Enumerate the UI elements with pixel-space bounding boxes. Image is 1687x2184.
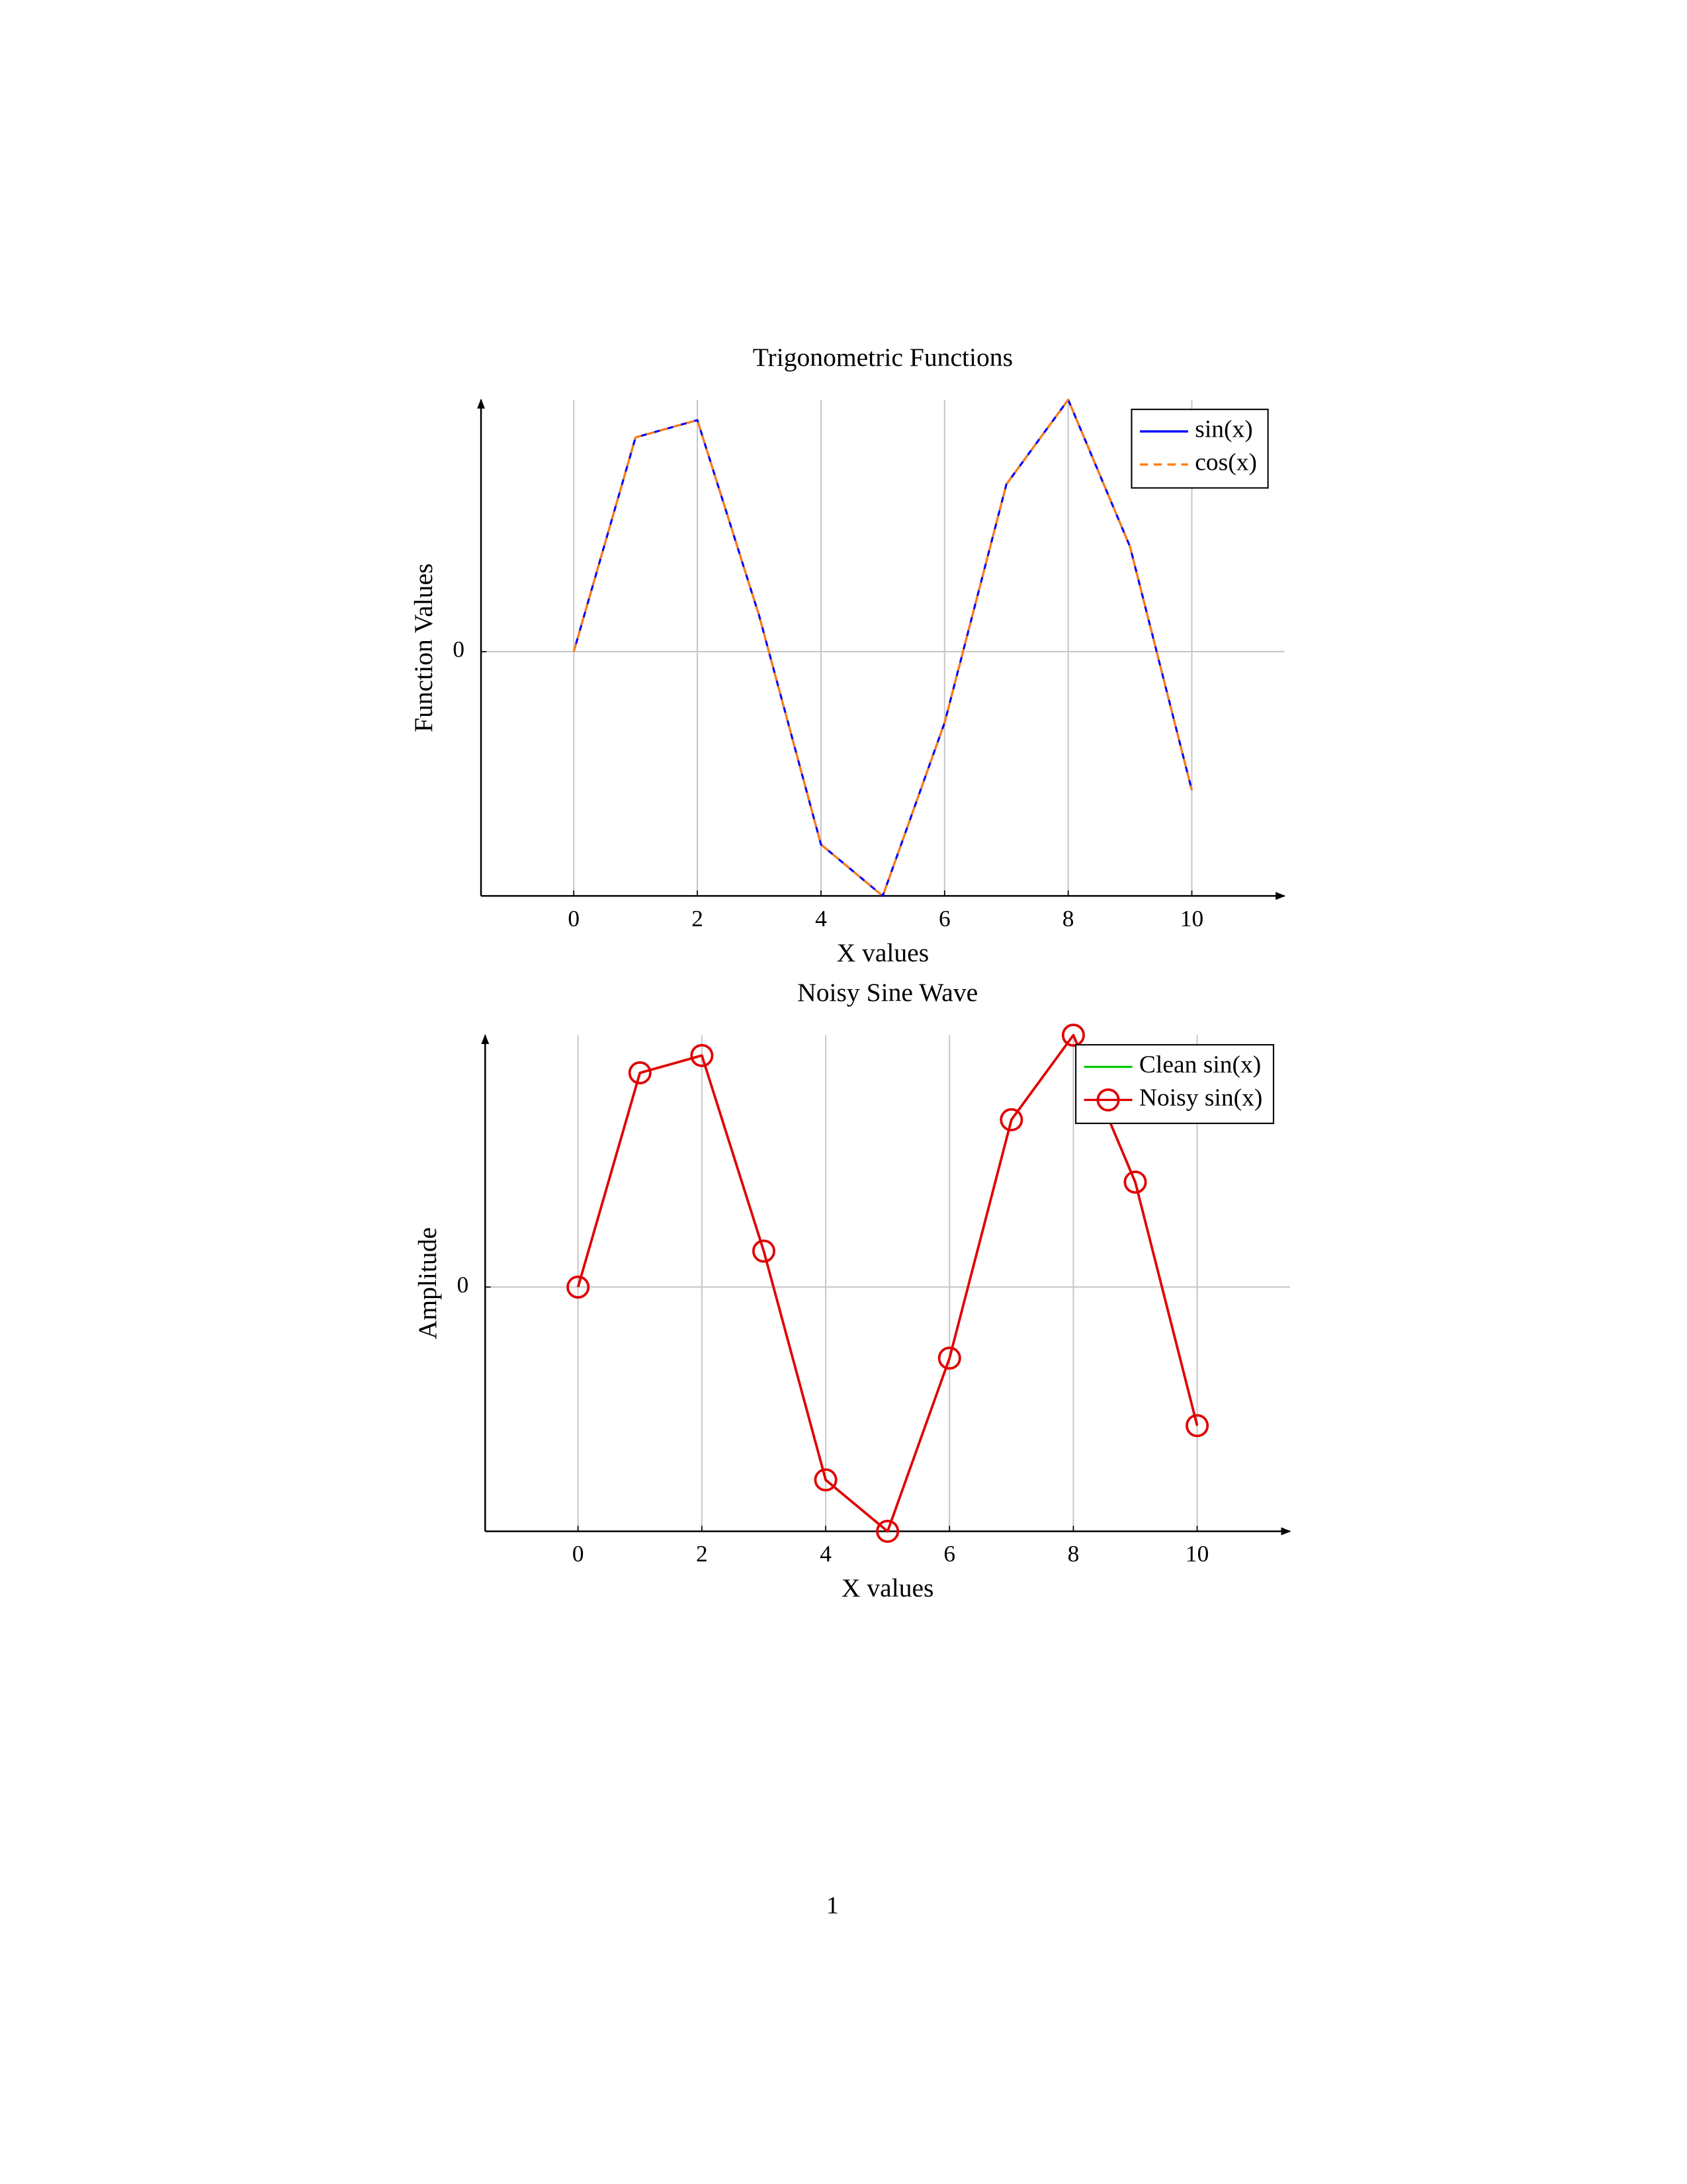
legend-label: Noisy sin(x) bbox=[1139, 1084, 1262, 1112]
point-marker bbox=[690, 1043, 714, 1067]
x-tick-label: 2 bbox=[696, 1540, 708, 1567]
chart-title: Trigonometric Functions bbox=[753, 343, 1013, 372]
legend-label: sin(x) bbox=[1195, 416, 1252, 443]
y-axis-label: Function Values bbox=[409, 563, 438, 732]
x-tick-label: 6 bbox=[943, 1540, 955, 1567]
x-tick-label: 8 bbox=[1068, 1540, 1080, 1567]
x-axis-label: X values bbox=[837, 938, 930, 967]
x-tick-label: 4 bbox=[820, 1540, 832, 1567]
point-marker bbox=[628, 1061, 652, 1085]
x-axis-label: X values bbox=[842, 1573, 934, 1602]
legend-label: cos(x) bbox=[1195, 449, 1257, 476]
x-tick-label: 6 bbox=[939, 905, 951, 932]
series-line bbox=[572, 398, 1193, 897]
point-marker bbox=[876, 1520, 900, 1544]
point-marker bbox=[937, 1346, 961, 1370]
x-tick-label: 8 bbox=[1062, 905, 1074, 932]
chart-title: Noisy Sine Wave bbox=[797, 978, 978, 1007]
point-marker bbox=[752, 1239, 775, 1263]
y-axis-label: Amplitude bbox=[413, 1227, 442, 1339]
legend-marker bbox=[1096, 1088, 1120, 1112]
point-marker bbox=[1000, 1108, 1023, 1131]
point-marker bbox=[1186, 1414, 1209, 1438]
x-tick-label: 2 bbox=[691, 905, 703, 932]
legend-label: Clean sin(x) bbox=[1139, 1051, 1261, 1078]
y-tick-label: 0 bbox=[453, 636, 464, 662]
point-marker bbox=[566, 1275, 590, 1299]
y-tick-label: 0 bbox=[457, 1271, 469, 1297]
x-tick-label: 4 bbox=[815, 905, 827, 932]
point-marker bbox=[814, 1468, 838, 1492]
x-tick-label: 10 bbox=[1180, 905, 1203, 932]
point-marker bbox=[1061, 1024, 1085, 1047]
legend: Clean sin(x) Noisy sin(x) bbox=[1075, 1044, 1275, 1124]
x-tick-label: 0 bbox=[572, 1540, 584, 1567]
point-marker bbox=[1123, 1170, 1147, 1194]
x-tick-label: 0 bbox=[568, 905, 580, 932]
legend: sin(x) cos(x) bbox=[1131, 408, 1269, 489]
x-tick-label: 10 bbox=[1186, 1540, 1209, 1567]
legend-box bbox=[1131, 408, 1269, 489]
page-number: 1 bbox=[826, 1892, 839, 1919]
